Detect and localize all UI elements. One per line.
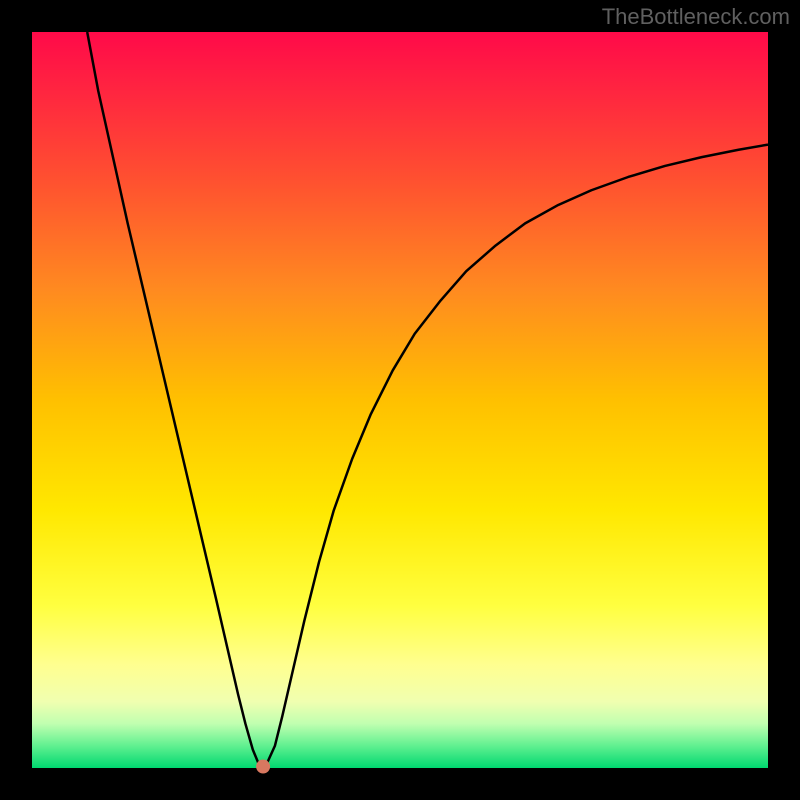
gradient-background (32, 32, 768, 768)
bottleneck-chart (0, 0, 800, 800)
optimal-point-marker (256, 760, 270, 774)
chart-outer-frame (0, 0, 800, 800)
watermark-text: TheBottleneck.com (602, 4, 790, 30)
